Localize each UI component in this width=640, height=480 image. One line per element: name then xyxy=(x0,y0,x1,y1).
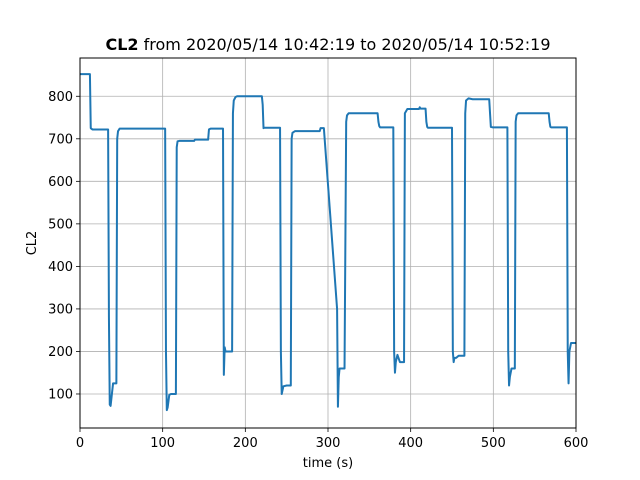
y-tick-label: 700 xyxy=(48,132,73,147)
y-tick-label: 400 xyxy=(48,260,73,275)
chart-title: CL2 from 2020/05/14 10:42:19 to 2020/05/… xyxy=(105,35,550,54)
x-tick-label: 300 xyxy=(316,436,341,451)
x-tick-label: 600 xyxy=(564,436,589,451)
x-axis: 0 100 200 300 400 500 600 xyxy=(76,428,589,451)
y-axis-label: CL2 xyxy=(25,231,40,256)
series-layer xyxy=(80,73,576,412)
y-tick-label: 800 xyxy=(48,90,73,105)
chart-title-rest: from 2020/05/14 10:42:19 to 2020/05/14 1… xyxy=(139,35,551,54)
x-tick-label: 100 xyxy=(150,436,175,451)
y-tick-label: 200 xyxy=(48,345,73,360)
x-tick-label: 400 xyxy=(398,436,423,451)
y-tick-label: 100 xyxy=(48,387,73,402)
chart-title-bold: CL2 xyxy=(105,35,138,54)
y-tick-label: 500 xyxy=(48,217,73,232)
series-line-0 xyxy=(80,73,576,412)
x-tick-label: 0 xyxy=(76,436,84,451)
y-tick-label: 300 xyxy=(48,302,73,317)
x-tick-label: 500 xyxy=(481,436,506,451)
y-axis: 100 200 300 400 500 600 700 800 xyxy=(48,90,80,402)
x-tick-label: 200 xyxy=(233,436,258,451)
y-tick-label: 600 xyxy=(48,175,73,190)
x-axis-label: time (s) xyxy=(303,456,353,471)
